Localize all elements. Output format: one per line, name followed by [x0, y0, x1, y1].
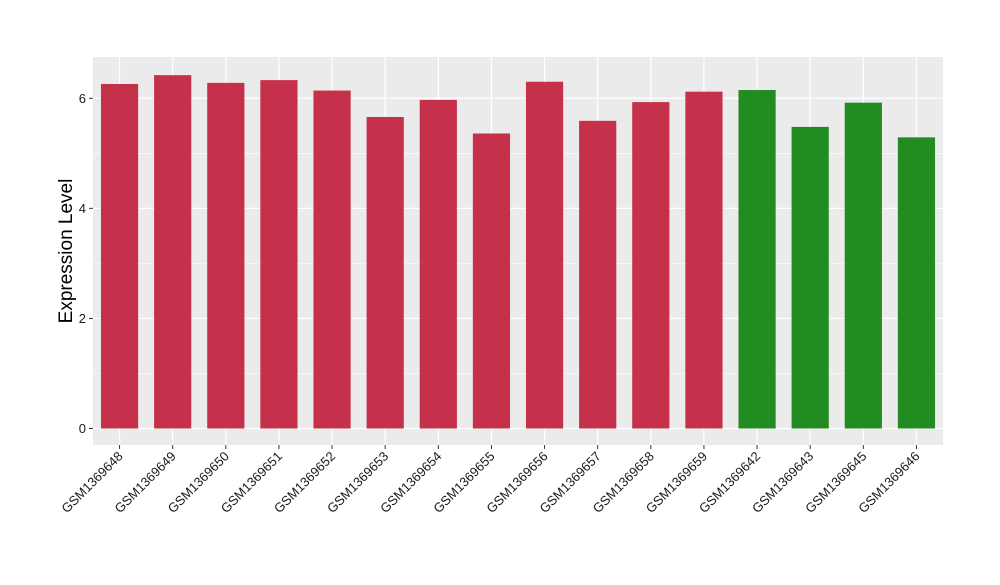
bar-GSM1369656 [525, 81, 564, 429]
bar-GSM1369643 [791, 126, 829, 429]
bar-GSM1369654 [419, 99, 457, 429]
bar-GSM1369651 [260, 80, 298, 429]
x-axis: GSM1369648GSM1369649GSM1369650GSM1369651… [58, 445, 923, 516]
bar-GSM1369649 [154, 75, 192, 429]
y-tick-label: 0 [79, 421, 86, 436]
bar-GSM1369648 [100, 83, 139, 429]
bar-GSM1369646 [897, 137, 936, 429]
bar-GSM1369650 [207, 82, 245, 429]
bars [100, 75, 936, 429]
bar-GSM1369652 [313, 90, 351, 429]
bar-GSM1369658 [632, 102, 670, 429]
bar-GSM1369655 [472, 133, 511, 429]
y-tick-label: 4 [79, 201, 86, 216]
y-tick-label: 6 [79, 91, 86, 106]
bar-GSM1369645 [844, 102, 882, 429]
bar-GSM1369653 [366, 116, 404, 429]
y-axis: 0 2 4 6 [79, 91, 93, 436]
bar-GSM1369659 [685, 91, 723, 429]
y-tick-label: 2 [79, 311, 86, 326]
bar-GSM1369657 [579, 120, 617, 429]
bar-GSM1369642 [738, 90, 776, 429]
y-axis-title: Expression Level [56, 179, 77, 324]
